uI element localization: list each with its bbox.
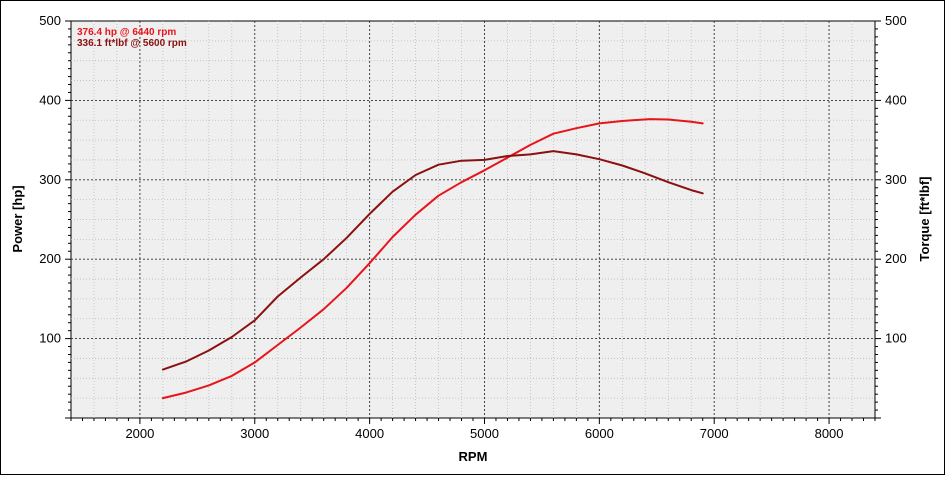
peak-torque-annotation: 336.1 ft*lbf @ 5600 rpm <box>77 38 187 49</box>
x-tick-label: 3000 <box>240 426 269 441</box>
tick-labels: 2000 3000 4000 5000 6000 7000 8000 100 200 300 400… <box>39 13 906 441</box>
y-axis-title-right: Torque [ft*lbf] <box>917 177 932 262</box>
x-tick-label: 4000 <box>355 426 384 441</box>
y-tick-label-left: 300 <box>39 172 61 187</box>
x-axis-title: RPM <box>459 449 488 464</box>
x-tick-label: 7000 <box>700 426 729 441</box>
y-tick-label-right: 100 <box>885 331 907 346</box>
x-tick-label: 5000 <box>470 426 499 441</box>
y-tick-label-left: 100 <box>39 331 61 346</box>
y-tick-label-left: 200 <box>39 251 61 266</box>
minor-grid <box>71 21 875 418</box>
y-tick-label-right: 400 <box>885 92 907 107</box>
y-tick-label-right: 200 <box>885 251 907 266</box>
y-tick-label-right: 300 <box>885 172 907 187</box>
power-curve <box>161 118 704 400</box>
major-grid <box>71 21 875 418</box>
y-axis-title-left: Power [hp] <box>10 185 25 252</box>
axis-ticks <box>65 20 881 424</box>
peak-power-annotation: 376.4 hp @ 6440 rpm <box>77 27 176 38</box>
series-layer <box>161 118 704 400</box>
x-tick-label: 8000 <box>815 426 844 441</box>
y-tick-label-right: 500 <box>885 13 907 28</box>
x-tick-label: 2000 <box>125 426 154 441</box>
torque-curve <box>161 150 704 371</box>
x-tick-label: 6000 <box>585 426 614 441</box>
y-tick-label-left: 400 <box>39 92 61 107</box>
y-tick-label-left: 500 <box>39 13 61 28</box>
